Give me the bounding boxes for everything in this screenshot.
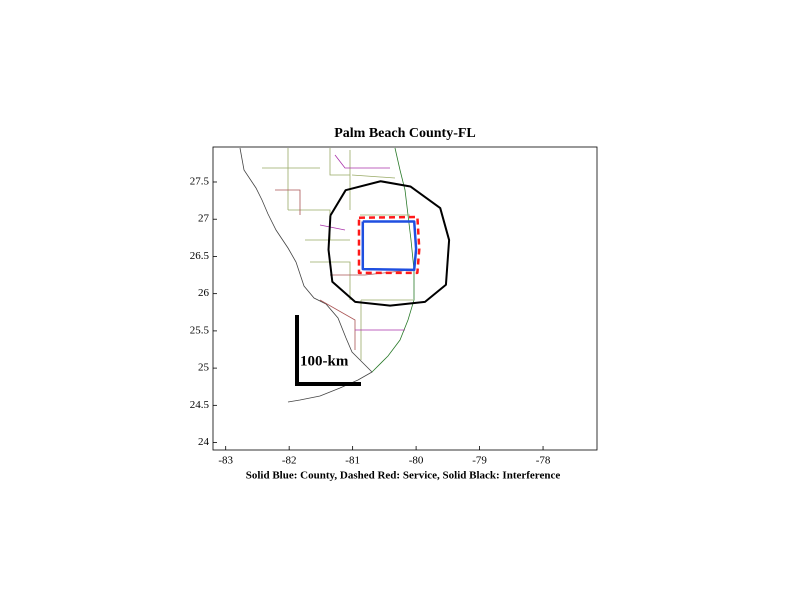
x-axis-label: Solid Blue: County, Dashed Red: Service,… <box>246 470 561 482</box>
contour <box>327 180 451 307</box>
x-tick-label: -79 <box>472 455 487 467</box>
county-line <box>319 154 405 331</box>
contour <box>357 215 421 275</box>
x-tick-label: -81 <box>345 455 360 467</box>
chart-title: Palm Beach County-FL <box>334 126 476 141</box>
contour <box>361 220 418 272</box>
y-tick-label: 24 <box>198 436 210 448</box>
y-tick-label: 25.5 <box>190 324 210 336</box>
scale-bar <box>295 315 361 386</box>
y-tick-label: 25 <box>198 362 210 374</box>
x-tick-label: -78 <box>536 455 551 467</box>
y-tick-label: 24.5 <box>190 399 210 411</box>
y-tick-label: 27 <box>198 213 210 225</box>
plot-frame <box>212 146 598 451</box>
county-line <box>262 148 413 360</box>
scale-label: 100-km <box>300 353 349 369</box>
x-tick-label: -80 <box>409 455 424 467</box>
y-tick-label: 26.5 <box>190 250 210 262</box>
y-tick-label: 27.5 <box>190 176 210 188</box>
x-tick-label: -82 <box>282 455 297 467</box>
y-tick-label: 26 <box>198 287 210 299</box>
county-line <box>275 189 411 350</box>
x-tick-label: -83 <box>218 455 233 467</box>
